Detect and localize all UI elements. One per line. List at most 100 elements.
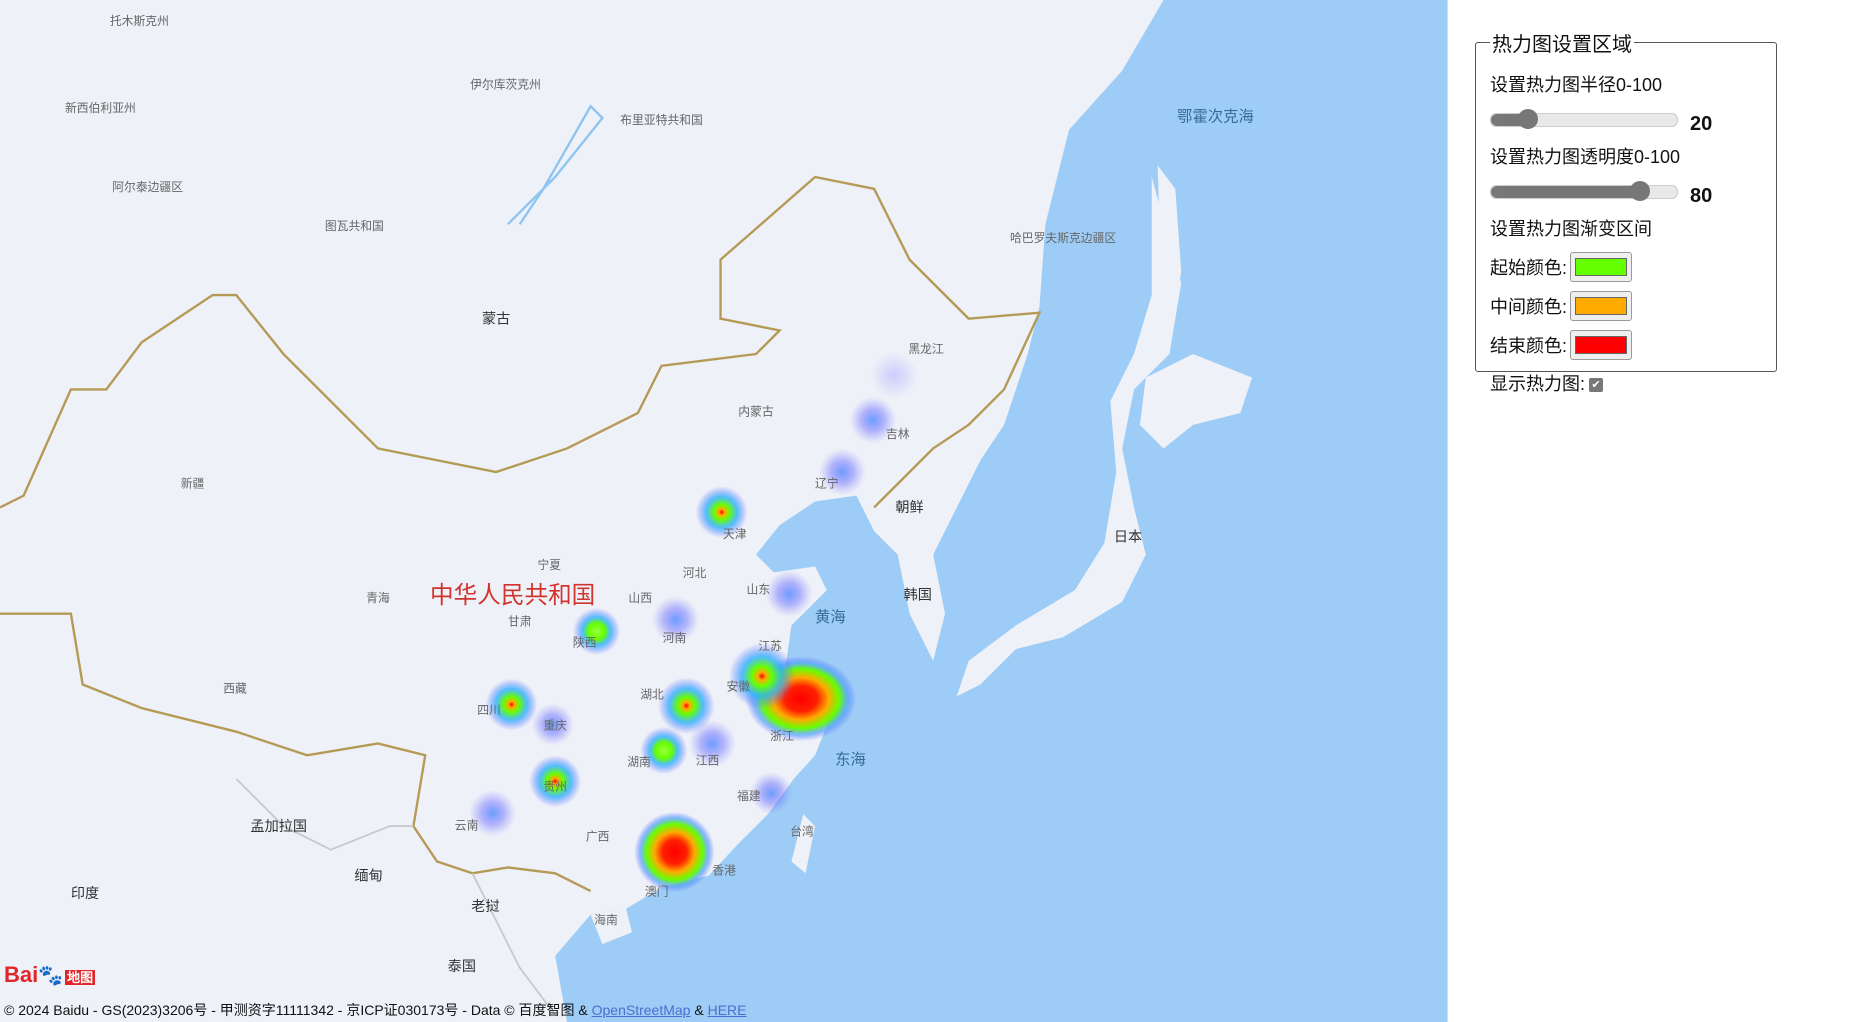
- end-color-picker[interactable]: [1570, 329, 1633, 360]
- radius-label: 设置热力图半径0-100: [1490, 75, 1663, 95]
- map-label-japan: 日本: [1114, 530, 1142, 546]
- map-label-tianjin: 天津: [723, 527, 747, 541]
- map-label-chongqing: 重庆: [543, 718, 567, 732]
- heat-spot-guangdong: [634, 811, 715, 893]
- heat-spot-chongqing: [531, 703, 575, 746]
- map-label-hunan: 湖南: [627, 755, 651, 769]
- map-label-yunnan: 云南: [455, 819, 479, 833]
- opacity-value: 80: [1690, 184, 1713, 207]
- map-label-khabarovsk: 哈巴罗夫斯克边疆区: [1010, 231, 1116, 245]
- opacity-label: 设置热力图透明度0-100: [1490, 147, 1681, 167]
- start-color-picker[interactable]: [1570, 251, 1633, 282]
- hokkaido-land: [1139, 354, 1253, 449]
- taiwan-land: [791, 814, 816, 874]
- map-label-hainan: 海南: [594, 913, 618, 927]
- heat-spot-nanjing: [728, 643, 795, 710]
- map-label-shanxi: 山西: [628, 591, 652, 605]
- border-line: [235, 778, 414, 851]
- map-label-shaanxi: 陕西: [573, 636, 597, 650]
- map-label-taiwan: 台湾: [790, 825, 814, 839]
- map-label-irkutsk: 伊尔库茨克州: [470, 78, 541, 92]
- map-label-tibet: 西藏: [223, 682, 247, 696]
- border-line: [471, 872, 556, 1016]
- map-label-mongolia: 蒙古: [482, 311, 510, 327]
- heat-spot-sichuan: [485, 678, 538, 731]
- map-label-myanmar: 缅甸: [354, 868, 382, 884]
- start-color-label: 起始颜色:: [1490, 257, 1568, 278]
- map-label-yellow-sea: 黄海: [815, 608, 846, 626]
- mid-color-picker[interactable]: [1570, 290, 1633, 321]
- map-label-guangxi: 广西: [586, 829, 610, 843]
- heat-spot-jiangxi: [688, 719, 736, 768]
- radius-value: 20: [1690, 112, 1713, 135]
- map-label-krasnoyarsk: 托木斯克州: [110, 14, 169, 28]
- heat-spot-hunan: [640, 726, 688, 775]
- map-label-novosibirsk: 新西伯利亚州: [65, 101, 136, 115]
- map-label-fujian: 福建: [737, 789, 761, 803]
- china-border: [0, 175, 1042, 509]
- map-label-east-sea: 东海: [835, 751, 866, 769]
- map-label-buryatia: 布里亚特共和国: [620, 113, 703, 127]
- map-canvas[interactable]: 蒙古中华人民共和国 朝鲜韩国 日本黄海东海 鄂霍次克海孟加拉国缅甸印度老挝泰国 新疆西藏…: [0, 0, 1448, 1022]
- japan-land: [956, 177, 1182, 697]
- map-label-henan: 河南: [663, 631, 687, 645]
- heat-spot-hubei: [657, 677, 715, 735]
- map-label-india: 印度: [71, 886, 99, 902]
- gradient-label: 设置热力图渐变区间: [1490, 219, 1652, 239]
- map-label-macau: 澳门: [645, 885, 669, 899]
- map-label-bangladesh: 孟加拉国: [250, 819, 307, 835]
- map-label-inner-mongolia: 内蒙古: [738, 404, 774, 418]
- sea-area: [555, 0, 1447, 1022]
- map-label-heilongjiang: 黑龙江: [908, 342, 944, 356]
- map-label-anhui: 安徽: [726, 679, 750, 693]
- map-label-jilin: 吉林: [886, 427, 910, 441]
- map-label-liaoning: 辽宁: [815, 476, 839, 490]
- map-label-south-korea: 韩国: [904, 588, 932, 604]
- opacity-slider[interactable]: [1490, 181, 1678, 201]
- heat-spot-beijing: [695, 486, 748, 539]
- heat-spot-jilin: [849, 396, 897, 444]
- map-label-guizhou: 贵州: [543, 780, 567, 794]
- show-heatmap-label: 显示热力图:: [1490, 374, 1586, 394]
- heatmap-settings-panel: 热力图设置区域 设置热力图半径0-100 20 设置热力图透明度0-100 80…: [1475, 28, 1777, 394]
- hainan-land: [590, 908, 632, 945]
- map-label-hongkong: 香港: [712, 863, 736, 877]
- heat-spot-shandong: [765, 570, 813, 618]
- heat-spot-fujian: [750, 771, 793, 815]
- heat-spot-shaanxi: [572, 607, 621, 655]
- map-label-jiangxi: 江西: [696, 754, 720, 768]
- map-label-china: 中华人民共和国: [430, 581, 595, 609]
- end-color-label: 结束颜色:: [1490, 335, 1568, 356]
- map-label-hebei: 河北: [683, 566, 707, 580]
- map-label-okhotsk: 鄂霍次克海: [1177, 108, 1254, 126]
- map-label-gansu: 甘肃: [508, 614, 532, 628]
- map-label-north-korea: 朝鲜: [895, 500, 923, 516]
- map-label-ningxia: 宁夏: [537, 558, 561, 572]
- mid-color-label: 中间颜色:: [1490, 296, 1568, 317]
- heat-spot-heilongjiang: [870, 351, 918, 399]
- here-link[interactable]: HERE: [707, 1002, 747, 1018]
- sakhalin-land: [1155, 165, 1182, 343]
- show-heatmap-checkbox[interactable]: ✔: [1589, 378, 1604, 393]
- map-label-hubei: 湖北: [640, 688, 664, 702]
- heat-spot-yunnan: [468, 789, 517, 837]
- map-label-thailand: 泰国: [448, 959, 476, 975]
- map-label-shandong: 山东: [747, 583, 771, 597]
- map-label-laos: 老挝: [471, 899, 499, 915]
- map-label-xinjiang: 新疆: [181, 476, 205, 490]
- china-border-south: [0, 612, 592, 893]
- radius-slider[interactable]: [1490, 109, 1678, 129]
- paw-icon: 🐾: [38, 965, 64, 987]
- baidu-logo[interactable]: Bai🐾 地图: [4, 962, 96, 987]
- heat-spot-guizhou: [529, 755, 582, 808]
- map-label-sichuan: 四川: [477, 703, 501, 717]
- copyright-text: © 2024 Baidu - GS(2023)3206号 - 甲测资字11111…: [4, 1002, 747, 1018]
- map-label-qinghai: 青海: [366, 591, 390, 605]
- map-label-tuva: 图瓦共和国: [325, 219, 384, 233]
- heat-spot-henan: [652, 595, 700, 644]
- river: [507, 104, 605, 226]
- openstreetmap-link[interactable]: OpenStreetMap: [591, 1002, 691, 1018]
- panel-legend: 热力图设置区域: [1492, 34, 1632, 56]
- map-label-jiangsu: 江苏: [758, 639, 782, 653]
